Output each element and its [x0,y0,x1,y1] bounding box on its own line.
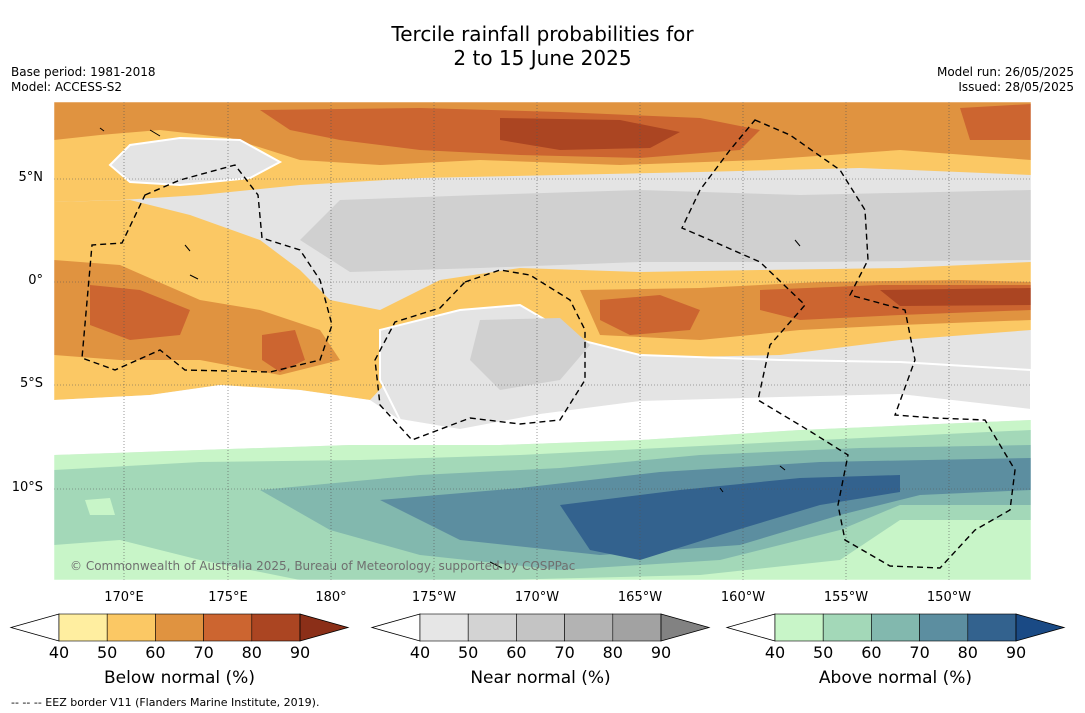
lon-label-175w: 175°W [411,590,457,605]
near-normal-colorbar-segment [612,613,662,642]
lat-label-5n: 5°N [18,170,44,185]
above-normal-colorbar-segment [822,613,872,642]
base-period: Base period: 1981-2018 [11,65,156,79]
neutral-band [54,385,1031,455]
near-normal-colorbar [370,613,711,642]
above-normal-colorbar-tick: 90 [1005,643,1027,662]
run-info: Model run: 26/05/2025 Issued: 28/05/2025 [937,65,1074,95]
near-normal-colorbar-segment [467,613,517,642]
north-west-near-normal [108,136,283,187]
equatorial-below-normal-70d [262,330,305,372]
below-normal-colorbar-segment [203,613,253,642]
above-normal-colorbar-title: Above normal (%) [818,668,973,688]
equatorial-below-normal-70 [90,285,190,340]
eez-footnote: -- -- -- EEZ border V11 (Flanders Marine… [11,696,320,709]
near-normal-colorbar-segment [419,613,469,642]
lon-label-165w: 165°W [617,590,663,605]
equatorial-below-normal-70b [600,295,700,335]
above-normal-colorbar-tick: 80 [957,643,978,662]
eez-border-central [374,269,586,441]
below-normal-colorbar-low-extend [9,613,60,642]
near-normal-colorbar-tick: 40 [409,643,431,662]
above-normal-colorbar [725,613,1066,642]
near-normal-colorbar-tick: 70 [554,643,575,662]
colorbars [9,613,1066,642]
lat-label-0: 0° [28,273,43,288]
lon-label-170e: 170°E [104,590,144,605]
title-line-2: 2 to 15 June 2025 [453,46,632,70]
near-normal-colorbar-tick: 50 [458,643,479,662]
lon-label-170w: 170°W [514,590,560,605]
near-normal-colorbar-tick: 90 [650,643,672,662]
lon-label-175e: 175°E [208,590,248,605]
model-name: Model: ACCESS-S2 [11,80,123,94]
eez-borders [81,119,1016,569]
near-normal-colorbar-title: Near normal (%) [470,668,611,688]
below-normal-colorbar-segment [58,613,108,642]
below-normal-colorbar-tick: 50 [97,643,118,662]
north-below-normal-80 [500,118,680,150]
above-normal-colorbar-tick: 50 [813,643,834,662]
above-normal-colorbar-segment [967,613,1017,642]
lon-label-150w: 150°W [926,590,972,605]
above-normal-80 [560,475,900,560]
map-title: Tercile rainfall probabilities for 2 to … [0,22,1085,70]
equatorial-below-normal-80 [880,288,1031,306]
lat-label-5s: 5°S [19,376,43,391]
graticule [54,102,1031,580]
lon-label-155w: 155°W [823,590,869,605]
near-normal-colorbar-tick: 60 [506,643,527,662]
issued-date: Issued: 28/05/2025 [958,80,1074,94]
below-normal-colorbar-tick: 60 [145,643,166,662]
above-normal-colorbar-tick: 60 [861,643,882,662]
near-normal-core-2 [300,190,1031,272]
near-normal-colorbar-segment [516,613,565,642]
title-line-1: Tercile rainfall probabilities for [391,22,694,46]
below-normal-colorbar-tick: 40 [48,643,70,662]
below-normal-colorbar-title: Below normal (%) [104,668,255,688]
below-normal-colorbar-high-extend [299,613,350,642]
above-normal-colorbar-high-extend [1015,613,1066,642]
above-normal-colorbar-segment [871,613,920,642]
above-normal-colorbar-segment [774,613,824,642]
model-run: Model run: 26/05/2025 [936,65,1074,79]
north-below-normal-80b [960,104,1031,140]
eez-border-west [81,164,333,373]
below-normal-colorbar-tick: 70 [193,643,214,662]
below-normal-colorbar-segment [106,613,156,642]
above-normal-colorbar-tick: 40 [764,643,786,662]
map-frame [53,101,1032,581]
above-normal-colorbar-low-extend [725,613,776,642]
below-normal-colorbar [9,613,350,642]
below-normal-colorbar-tick: 80 [241,643,262,662]
near-normal-colorbar-tick: 80 [602,643,623,662]
lon-label-180: 180° [315,590,347,605]
near-normal-colorbar-low-extend [370,613,421,642]
south-near-normal-darker [470,318,590,390]
copyright-text: © Commonwealth of Australia 2025, Bureau… [70,559,576,573]
below-normal-colorbar-tick: 90 [289,643,311,662]
near-normal-colorbar-segment [564,613,614,642]
near-normal-colorbar-high-extend [660,613,711,642]
above-normal-colorbar-segment [919,613,969,642]
above-normal-near-neutral-patch [85,498,115,515]
island-outlines [99,127,801,569]
above-normal-colorbar-tick: 70 [909,643,930,662]
eez-border-east [681,119,1016,569]
model-info: Base period: 1981-2018 Model: ACCESS-S2 [11,65,156,95]
lat-label-10s: 10°S [11,480,43,495]
map-field [54,102,1031,580]
lon-label-160w: 160°W [720,590,766,605]
below-normal-colorbar-segment [251,613,301,642]
below-normal-colorbar-segment [155,613,204,642]
